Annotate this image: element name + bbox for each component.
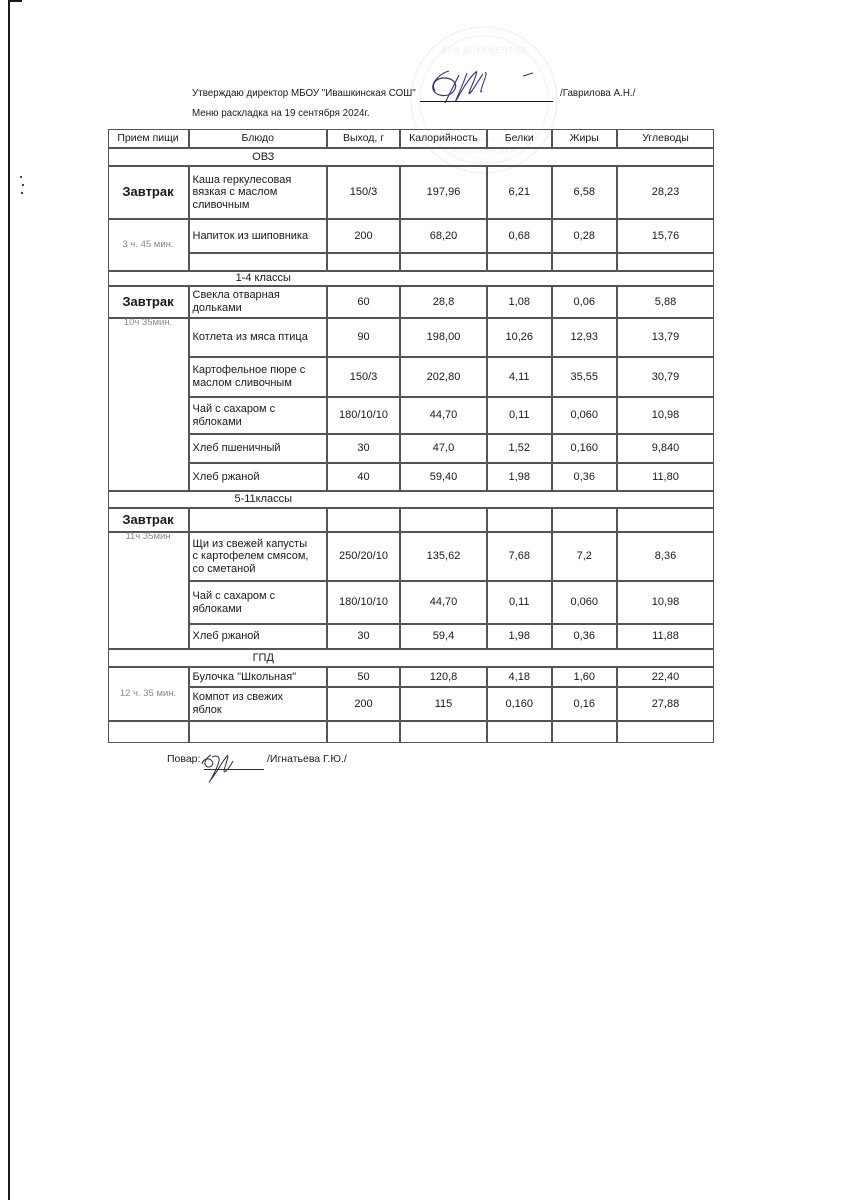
svg-text:ДЛЯ ДОКУМЕНТОВ: ДЛЯ ДОКУМЕНТОВ [441,46,527,55]
